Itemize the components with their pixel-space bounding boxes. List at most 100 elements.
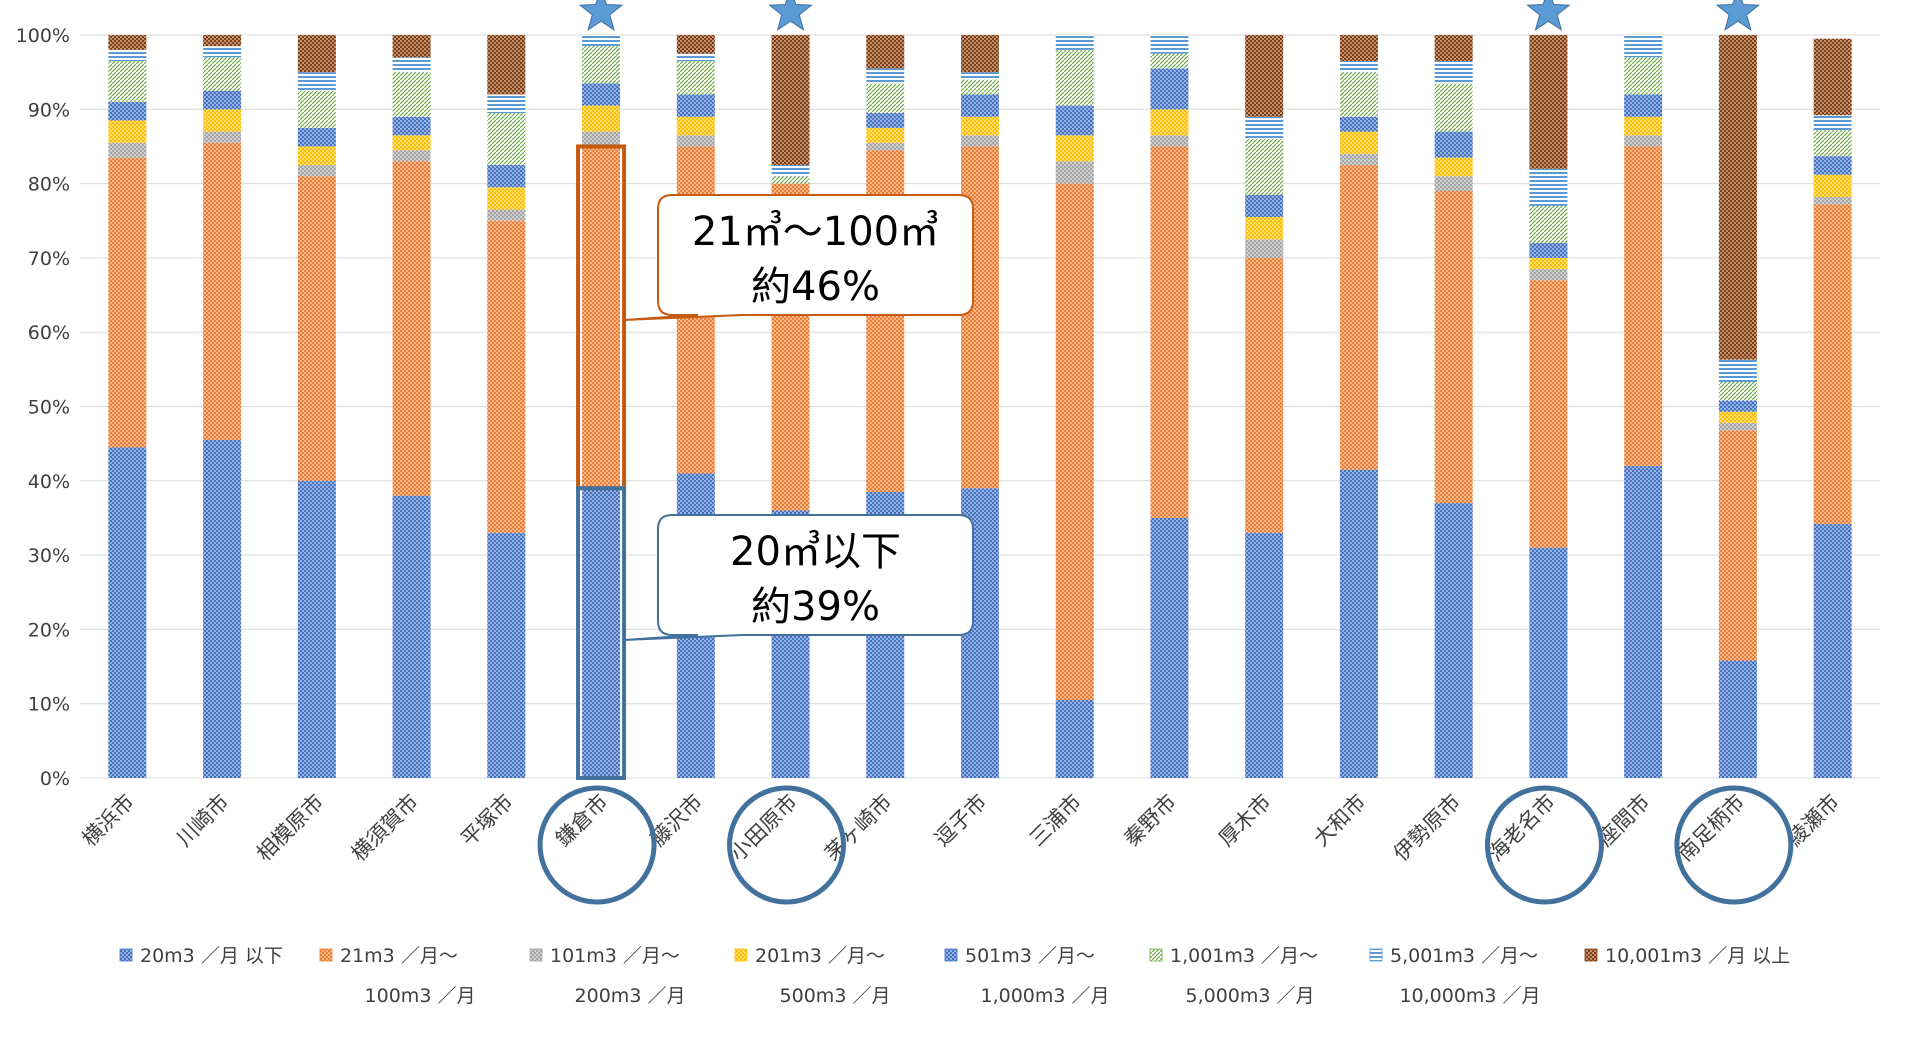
legend-entry: 501m3 ／月～ 1,000m3 ／月 bbox=[944, 945, 1110, 1007]
x-tick-label: 南足柄市 bbox=[1673, 790, 1749, 866]
bar-segment bbox=[487, 35, 526, 95]
y-tick-label: 90% bbox=[28, 99, 70, 121]
bar-segment bbox=[203, 35, 242, 47]
bar-segment bbox=[487, 187, 526, 210]
legend-label-line2: 5,000m3 ／月 bbox=[1185, 985, 1314, 1007]
y-tick-label: 10% bbox=[28, 694, 70, 716]
bar-segment bbox=[1529, 35, 1568, 169]
bar-segment bbox=[392, 495, 431, 778]
bar-segment bbox=[961, 116, 999, 136]
bar-segment bbox=[108, 101, 147, 121]
bar-segment bbox=[297, 72, 336, 91]
bar-segment bbox=[1718, 411, 1757, 423]
legend-swatch bbox=[944, 948, 958, 962]
bar-segment bbox=[1245, 35, 1284, 117]
bar-segment bbox=[961, 94, 999, 117]
bar-segment bbox=[1055, 105, 1094, 136]
bar-segment bbox=[203, 57, 242, 91]
legend-entry: 5,001m3 ／月～ 10,000m3 ／月 bbox=[1369, 945, 1541, 1007]
bar-segment bbox=[1813, 196, 1852, 205]
highlight-circle bbox=[1484, 785, 1604, 905]
bar-segment bbox=[108, 49, 147, 62]
bar-segment bbox=[1718, 35, 1757, 360]
bar-segment bbox=[771, 165, 810, 177]
bar-segment bbox=[582, 46, 621, 84]
bar-segment bbox=[1055, 49, 1094, 106]
legend-label: 10,001m3 ／月 以上 bbox=[1605, 945, 1790, 967]
star-icon bbox=[578, 0, 624, 31]
bar-segment bbox=[1245, 532, 1284, 778]
bar-segment bbox=[1245, 239, 1284, 258]
highlight-marks bbox=[537, 0, 1794, 905]
bar-segment bbox=[392, 161, 431, 496]
bar-segment bbox=[108, 447, 147, 778]
legend-label: 101m3 ／月～ bbox=[550, 945, 680, 967]
star-icon bbox=[1715, 0, 1761, 31]
callout-box bbox=[623, 514, 974, 641]
callout-text: 約39% bbox=[751, 584, 880, 630]
bar-segment bbox=[297, 127, 336, 147]
legend-swatch bbox=[1584, 948, 1598, 962]
x-tick-label: 川崎市 bbox=[172, 790, 234, 852]
y-tick-label: 70% bbox=[28, 248, 70, 270]
legend: 20m3 ／月 以下 21m3 ／月～ 100m3 ／月 101m3 ／月～ 200m3… bbox=[119, 945, 1790, 1007]
bar-segment bbox=[1813, 130, 1852, 157]
bar-segment bbox=[582, 105, 621, 132]
bar-segment bbox=[866, 68, 905, 84]
x-tick-label: 小田原市 bbox=[726, 790, 802, 866]
y-tick-label: 100% bbox=[16, 25, 70, 47]
bar-segment bbox=[203, 142, 242, 440]
bar-segment bbox=[1245, 116, 1284, 140]
y-tick-label: 0% bbox=[40, 768, 70, 790]
bar-segment bbox=[1624, 116, 1663, 136]
bar-segment bbox=[1150, 517, 1189, 778]
bar-segment bbox=[1718, 400, 1757, 412]
x-tick-label: 相模原市 bbox=[252, 790, 328, 866]
bar-segment bbox=[1434, 35, 1473, 62]
x-tick-label: 逗子市 bbox=[930, 790, 992, 852]
bar-segment bbox=[297, 90, 336, 128]
bar-segment bbox=[961, 35, 999, 73]
highlight-circle bbox=[727, 785, 847, 905]
bar-segment bbox=[771, 35, 810, 166]
bar-segment bbox=[297, 480, 336, 778]
bar-segment bbox=[1055, 183, 1094, 700]
bar-segment bbox=[582, 146, 621, 489]
bar-segment bbox=[392, 135, 431, 151]
x-tick-label: 横須賀市 bbox=[347, 790, 423, 866]
legend-label-line2: 500m3 ／月 bbox=[780, 985, 891, 1007]
x-tick-label: 厚木市 bbox=[1214, 790, 1276, 852]
bar-segment bbox=[392, 150, 431, 162]
bar-segment bbox=[1718, 359, 1757, 382]
highlight-circle bbox=[537, 785, 657, 905]
bar-segment bbox=[1245, 217, 1284, 240]
legend-label: 5,001m3 ／月～ bbox=[1390, 945, 1538, 967]
bar-segment bbox=[487, 113, 526, 166]
legend-swatch bbox=[119, 948, 133, 962]
bar-segment bbox=[676, 61, 715, 95]
bar-segment bbox=[1339, 153, 1378, 166]
bar-segment bbox=[1624, 465, 1663, 778]
bar-segment bbox=[1434, 503, 1473, 778]
bar-segment bbox=[1624, 35, 1663, 58]
bar-segment bbox=[1813, 174, 1852, 197]
bar-segment bbox=[1813, 115, 1852, 131]
bar-segment bbox=[1434, 191, 1473, 504]
bar-segment bbox=[866, 83, 905, 114]
bar-segment bbox=[108, 157, 147, 448]
legend-label: 21m3 ／月～ bbox=[340, 945, 458, 967]
bar-segment bbox=[1718, 660, 1757, 778]
x-tick-label: 伊勢原市 bbox=[1389, 790, 1465, 866]
legend-entry: 10,001m3 ／月 以上 bbox=[1584, 945, 1790, 967]
bar-segment bbox=[1624, 94, 1663, 117]
callout-text: 21㎥～100㎥ bbox=[692, 209, 939, 255]
bar-segment bbox=[1624, 146, 1663, 466]
bar-segment bbox=[487, 94, 526, 114]
segment-outline bbox=[576, 486, 627, 780]
bar-segment bbox=[1529, 257, 1568, 270]
bar-segment bbox=[961, 72, 999, 80]
bar-segment bbox=[1813, 204, 1852, 524]
bar-segment bbox=[392, 72, 431, 117]
highlight-circle bbox=[1674, 785, 1794, 905]
legend-label-line2: 100m3 ／月 bbox=[365, 985, 476, 1007]
